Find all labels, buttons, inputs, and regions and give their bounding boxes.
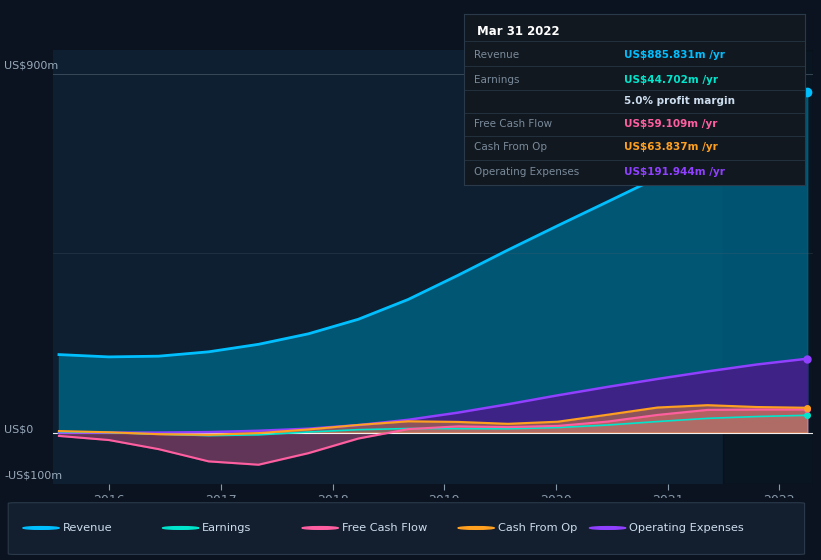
FancyBboxPatch shape (8, 503, 805, 554)
Text: US$63.837m /yr: US$63.837m /yr (624, 142, 718, 152)
Circle shape (589, 526, 626, 529)
Text: Free Cash Flow: Free Cash Flow (342, 523, 427, 533)
Text: Revenue: Revenue (474, 50, 519, 60)
Text: Cash From Op: Cash From Op (474, 142, 547, 152)
Text: -US$100m: -US$100m (4, 470, 62, 480)
Circle shape (302, 526, 338, 529)
Text: US$0: US$0 (4, 425, 34, 435)
Text: US$44.702m /yr: US$44.702m /yr (624, 74, 718, 85)
Text: 5.0% profit margin: 5.0% profit margin (624, 96, 735, 106)
Text: US$191.944m /yr: US$191.944m /yr (624, 167, 725, 177)
Text: Free Cash Flow: Free Cash Flow (474, 119, 553, 129)
Text: Revenue: Revenue (62, 523, 112, 533)
Text: Operating Expenses: Operating Expenses (474, 167, 580, 177)
Text: Cash From Op: Cash From Op (498, 523, 577, 533)
Circle shape (458, 526, 494, 529)
Text: Earnings: Earnings (474, 74, 520, 85)
Text: US$885.831m /yr: US$885.831m /yr (624, 50, 725, 60)
Text: Operating Expenses: Operating Expenses (629, 523, 744, 533)
Text: US$900m: US$900m (4, 60, 58, 71)
Bar (723, 50, 813, 484)
Text: Earnings: Earnings (202, 523, 251, 533)
Text: Mar 31 2022: Mar 31 2022 (478, 25, 560, 38)
Text: US$59.109m /yr: US$59.109m /yr (624, 119, 718, 129)
Circle shape (23, 526, 59, 529)
Circle shape (163, 526, 199, 529)
